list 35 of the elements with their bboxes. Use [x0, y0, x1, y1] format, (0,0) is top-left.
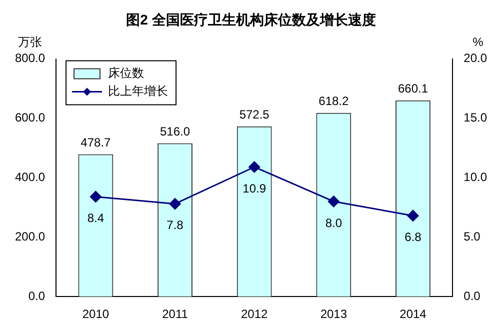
y-tick-label: 0.0 — [28, 288, 46, 303]
point — [90, 190, 102, 202]
data-label: 516.0 — [160, 124, 190, 139]
data-label: 8.0 — [325, 216, 342, 230]
legend-label: 床位数 — [108, 66, 144, 80]
y-axis-title: 万张 — [18, 35, 42, 50]
point — [248, 161, 260, 173]
data-label: 572.5 — [239, 108, 270, 122]
data-label: 478.7 — [80, 136, 112, 150]
y2-tick-label: 20.0 — [464, 51, 488, 66]
legend-label: 比上年增长 — [108, 84, 168, 98]
point — [169, 198, 181, 210]
x-tick-label: 2012 — [240, 307, 268, 322]
x-tick-label: 2010 — [82, 307, 110, 322]
y2-axis-title: % — [472, 35, 484, 50]
data-label: 10.9 — [242, 181, 266, 196]
data-label: 7.8 — [166, 218, 184, 232]
y2-tick-label: 10.0 — [464, 170, 488, 184]
y-tick-label: 200.0 — [15, 229, 46, 244]
y2-tick-label: 15.0 — [464, 110, 488, 125]
data-label: 6.8 — [404, 230, 422, 244]
y-tick-label: 400.0 — [15, 170, 46, 184]
y-tick-label: 600.0 — [15, 110, 46, 125]
data-label: 618.2 — [318, 94, 349, 108]
y2-tick-label: 5.0 — [464, 229, 481, 244]
x-tick-label: 2014 — [400, 307, 427, 322]
point — [407, 210, 419, 222]
y-tick-label: 800.0 — [15, 51, 46, 66]
x-tick-label: 2013 — [320, 307, 348, 322]
point — [328, 196, 340, 208]
data-label: 8.4 — [87, 211, 104, 226]
y2-tick-label: 0.0 — [464, 288, 481, 303]
chart-title: 图2 全国医疗卫生机构床位数及增长速度 — [126, 11, 376, 28]
x-tick-label: 2011 — [162, 307, 188, 322]
data-label: 660.1 — [398, 82, 428, 96]
